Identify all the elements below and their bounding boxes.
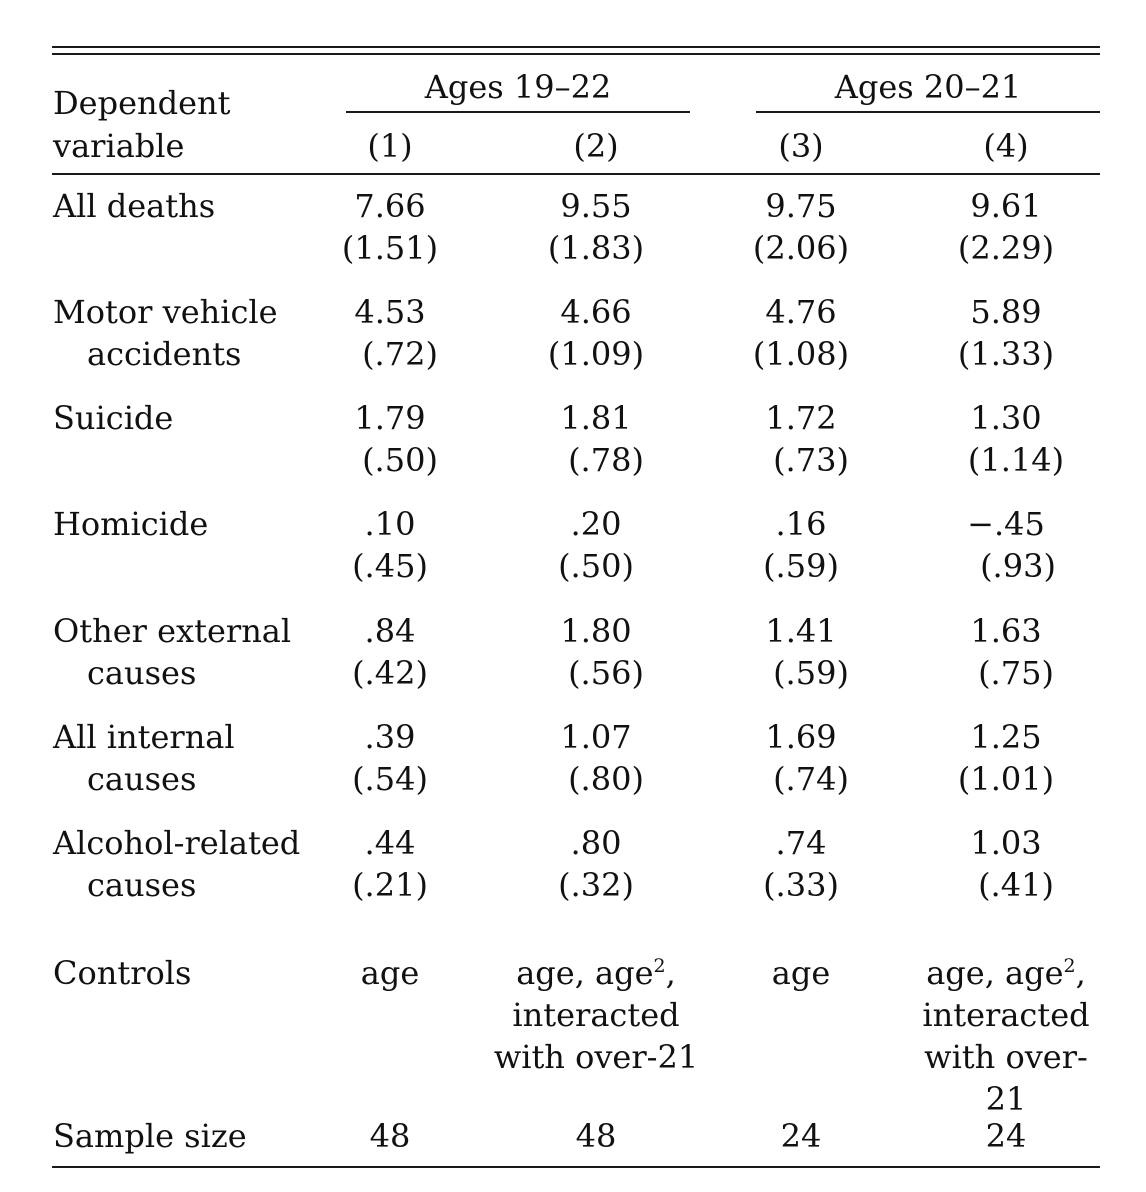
se-cell: (2.06) — [752, 229, 850, 267]
row-label-cont: accidents — [87, 335, 242, 373]
controls-col2-line3: with over-21 — [493, 1038, 699, 1076]
se-cell: (.59) — [773, 654, 849, 692]
row-label: All internal — [53, 718, 235, 756]
se-cell: (1.33) — [957, 335, 1055, 373]
se-cell: (.50) — [558, 547, 634, 585]
se-cell: (1.08) — [752, 335, 850, 373]
coef-cell: 1.72 — [765, 399, 837, 437]
coef-cell: .80 — [570, 824, 622, 862]
se-cell: (.41) — [978, 866, 1054, 904]
coef-cell: 4.53 — [354, 293, 426, 331]
se-cell: (1.14) — [967, 441, 1065, 479]
sample-size-label: Sample size — [53, 1117, 247, 1155]
coef-cell: .10 — [364, 505, 416, 543]
row-label: All deaths — [53, 187, 216, 225]
column-header-3: (3) — [778, 127, 824, 165]
coef-cell: 1.79 — [354, 399, 426, 437]
group-underline-2 — [756, 111, 1100, 113]
controls-col2: age, age2, interacted with over-21 — [494, 952, 698, 1078]
se-cell: (.72) — [362, 335, 438, 373]
sample-size-cell: 24 — [985, 1117, 1027, 1155]
coef-cell: 7.66 — [354, 187, 426, 225]
se-cell: (1.83) — [547, 229, 645, 267]
coef-cell: .74 — [775, 824, 827, 862]
coef-cell: .39 — [364, 718, 416, 756]
controls-col2-line2: interacted — [512, 996, 680, 1034]
controls-col4: age, age2, interacted with over-21 — [922, 952, 1089, 1120]
superscript-2: 2 — [1063, 955, 1076, 977]
controls-col4-line3: with over-21 — [924, 1038, 1088, 1118]
coef-cell: 1.63 — [970, 612, 1042, 650]
se-cell: (.33) — [763, 866, 839, 904]
row-label: Alcohol-related — [53, 824, 301, 862]
se-cell: (.50) — [362, 441, 438, 479]
coef-cell: 9.55 — [560, 187, 632, 225]
sample-size-cell: 24 — [780, 1117, 822, 1155]
sample-size-cell: 48 — [575, 1117, 617, 1155]
se-cell: (.93) — [980, 547, 1056, 585]
coef-cell: 5.89 — [970, 293, 1042, 331]
controls-col4-line1: age, age2, — [926, 954, 1086, 992]
se-cell: (.45) — [352, 547, 428, 585]
row-label-cont: causes — [87, 654, 197, 692]
controls-col1: age — [360, 954, 420, 992]
se-cell: (.59) — [763, 547, 839, 585]
controls-label: Controls — [53, 954, 192, 992]
controls-col2-line1: age, age2, — [516, 954, 676, 992]
top-rule-inner — [52, 53, 1100, 55]
se-cell: (.32) — [558, 866, 634, 904]
se-cell: (.75) — [978, 654, 1054, 692]
bottom-rule — [52, 1166, 1100, 1168]
se-cell: (1.51) — [341, 229, 439, 267]
se-cell: (.78) — [568, 441, 644, 479]
coef-cell: 9.75 — [765, 187, 837, 225]
header-rule — [52, 173, 1100, 175]
column-header-1: (1) — [367, 127, 413, 165]
coef-cell: 1.25 — [970, 718, 1042, 756]
row-label: Suicide — [53, 399, 174, 437]
group-header-ages-20-21: Ages 20–21 — [834, 68, 1022, 106]
coef-cell: 1.69 — [765, 718, 837, 756]
row-label: Other external — [53, 612, 292, 650]
se-cell: (.80) — [568, 760, 644, 798]
column-header-2: (2) — [573, 127, 619, 165]
coef-cell: 1.80 — [560, 612, 632, 650]
coef-cell: .16 — [775, 505, 827, 543]
controls-col3: age — [771, 954, 831, 992]
row-label: Motor vehicle — [53, 293, 278, 331]
coef-cell: 1.41 — [765, 612, 837, 650]
se-cell: (.54) — [352, 760, 428, 798]
coef-cell: .44 — [364, 824, 416, 862]
controls-col4-line2: interacted — [922, 996, 1090, 1034]
sample-size-cell: 48 — [369, 1117, 411, 1155]
se-cell: (.74) — [773, 760, 849, 798]
group-header-ages-19-22: Ages 19–22 — [424, 68, 612, 106]
coef-cell: 1.03 — [970, 824, 1042, 862]
top-rule-outer — [52, 46, 1100, 48]
coef-cell: .84 — [364, 612, 416, 650]
row-label-cont: causes — [87, 866, 197, 904]
se-cell: (2.29) — [957, 229, 1055, 267]
coef-cell: 4.76 — [765, 293, 837, 331]
se-cell: (.42) — [352, 654, 428, 692]
coef-cell: 9.61 — [970, 187, 1042, 225]
coef-cell: 1.30 — [970, 399, 1042, 437]
se-cell: (1.09) — [547, 335, 645, 373]
dependent-variable-label-cont: variable — [53, 127, 185, 165]
superscript-2: 2 — [653, 955, 666, 977]
coef-cell: 1.81 — [560, 399, 632, 437]
se-cell: (.56) — [568, 654, 644, 692]
dependent-variable-label: Dependent — [53, 84, 231, 122]
se-cell: (.73) — [773, 441, 849, 479]
coef-cell: −.45 — [967, 505, 1045, 543]
group-underline-1 — [346, 111, 690, 113]
row-label-cont: causes — [87, 760, 197, 798]
coef-cell: 1.07 — [560, 718, 632, 756]
coef-cell: 4.66 — [560, 293, 632, 331]
column-header-4: (4) — [983, 127, 1029, 165]
coef-cell: .20 — [570, 505, 622, 543]
se-cell: (1.01) — [957, 760, 1055, 798]
se-cell: (.21) — [352, 866, 428, 904]
row-label: Homicide — [53, 505, 209, 543]
